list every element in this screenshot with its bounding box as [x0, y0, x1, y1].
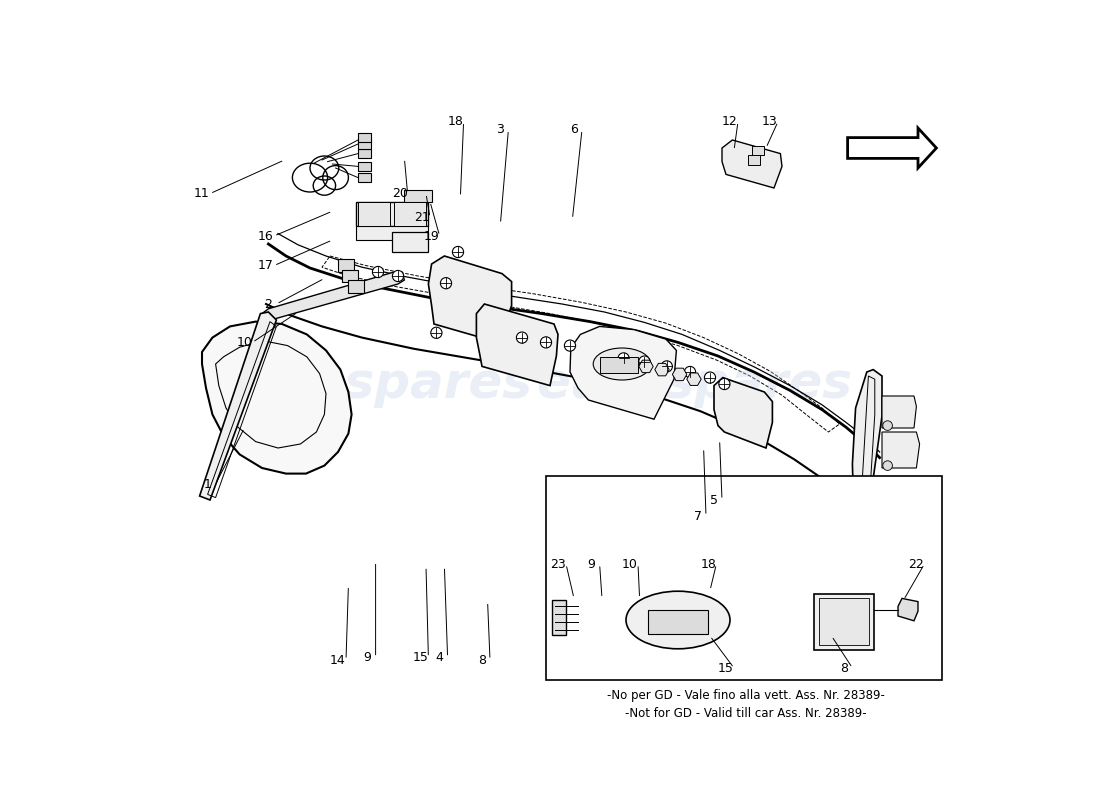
FancyBboxPatch shape — [648, 610, 707, 634]
Polygon shape — [552, 600, 567, 635]
Circle shape — [684, 366, 695, 378]
Text: 6: 6 — [570, 123, 578, 136]
Circle shape — [639, 356, 650, 367]
Circle shape — [718, 378, 730, 390]
Text: 14: 14 — [330, 654, 345, 666]
Circle shape — [452, 246, 463, 258]
Polygon shape — [356, 202, 428, 226]
FancyBboxPatch shape — [358, 133, 371, 142]
Circle shape — [883, 461, 892, 470]
Text: eurospares: eurospares — [536, 360, 852, 408]
Circle shape — [373, 266, 384, 278]
Text: 10: 10 — [236, 336, 252, 349]
Circle shape — [516, 332, 528, 343]
Polygon shape — [202, 322, 352, 474]
Polygon shape — [672, 368, 686, 381]
Text: 11: 11 — [194, 187, 210, 200]
Text: 16: 16 — [258, 230, 274, 242]
Circle shape — [661, 361, 672, 372]
Text: 1: 1 — [204, 478, 211, 490]
Polygon shape — [714, 378, 772, 448]
Text: 8: 8 — [840, 662, 848, 674]
Text: -Not for GD - Valid till car Ass. Nr. 28389-: -Not for GD - Valid till car Ass. Nr. 28… — [625, 707, 867, 720]
Polygon shape — [392, 232, 428, 252]
Text: 20: 20 — [392, 187, 407, 200]
FancyBboxPatch shape — [546, 476, 942, 680]
Text: 8: 8 — [478, 654, 486, 666]
Polygon shape — [882, 396, 916, 428]
Text: 9: 9 — [364, 651, 372, 664]
Polygon shape — [852, 370, 882, 524]
FancyBboxPatch shape — [338, 259, 354, 272]
Text: 15: 15 — [718, 662, 734, 674]
FancyBboxPatch shape — [751, 146, 764, 155]
FancyBboxPatch shape — [358, 162, 371, 171]
FancyBboxPatch shape — [394, 202, 426, 226]
Text: -No per GD - Vale fino alla vett. Ass. Nr. 28389-: -No per GD - Vale fino alla vett. Ass. N… — [607, 690, 884, 702]
Ellipse shape — [593, 348, 651, 380]
FancyBboxPatch shape — [349, 280, 364, 293]
Text: 2: 2 — [264, 298, 273, 310]
Text: 12: 12 — [722, 115, 738, 128]
Polygon shape — [848, 128, 936, 168]
Circle shape — [431, 327, 442, 338]
Text: 21: 21 — [414, 211, 430, 224]
Text: 19: 19 — [424, 230, 440, 242]
Text: 17: 17 — [258, 259, 274, 272]
Text: 22: 22 — [909, 558, 924, 570]
FancyBboxPatch shape — [358, 173, 371, 182]
Text: 15: 15 — [412, 651, 428, 664]
Polygon shape — [814, 594, 874, 650]
Polygon shape — [428, 256, 512, 342]
Text: 7: 7 — [694, 510, 702, 522]
FancyBboxPatch shape — [358, 139, 371, 149]
Circle shape — [883, 421, 892, 430]
Polygon shape — [654, 363, 669, 376]
Polygon shape — [476, 304, 558, 386]
Polygon shape — [405, 190, 431, 202]
FancyBboxPatch shape — [600, 357, 638, 373]
Polygon shape — [356, 226, 428, 240]
Circle shape — [440, 278, 452, 289]
FancyBboxPatch shape — [748, 155, 760, 165]
Text: 23: 23 — [550, 558, 565, 570]
Text: 5: 5 — [710, 494, 718, 506]
Circle shape — [564, 340, 575, 351]
Circle shape — [618, 353, 629, 364]
Circle shape — [704, 372, 716, 383]
Polygon shape — [639, 360, 653, 373]
FancyBboxPatch shape — [358, 202, 390, 226]
Text: 18: 18 — [448, 115, 463, 128]
Text: 18: 18 — [701, 558, 716, 570]
FancyBboxPatch shape — [358, 149, 371, 158]
Polygon shape — [262, 272, 405, 320]
Polygon shape — [686, 373, 701, 386]
Circle shape — [540, 337, 551, 348]
Text: 4: 4 — [436, 651, 443, 664]
Ellipse shape — [626, 591, 730, 649]
Polygon shape — [570, 326, 676, 419]
Polygon shape — [722, 140, 782, 188]
Text: eurospares: eurospares — [216, 360, 532, 408]
Text: 13: 13 — [762, 115, 778, 128]
Polygon shape — [882, 432, 920, 468]
FancyBboxPatch shape — [342, 270, 358, 282]
Polygon shape — [623, 358, 637, 370]
Text: 10: 10 — [623, 558, 638, 570]
Polygon shape — [898, 598, 918, 621]
Polygon shape — [818, 598, 869, 645]
Text: 9: 9 — [587, 558, 595, 570]
Circle shape — [393, 270, 404, 282]
Polygon shape — [199, 312, 276, 500]
Text: 3: 3 — [496, 123, 504, 136]
